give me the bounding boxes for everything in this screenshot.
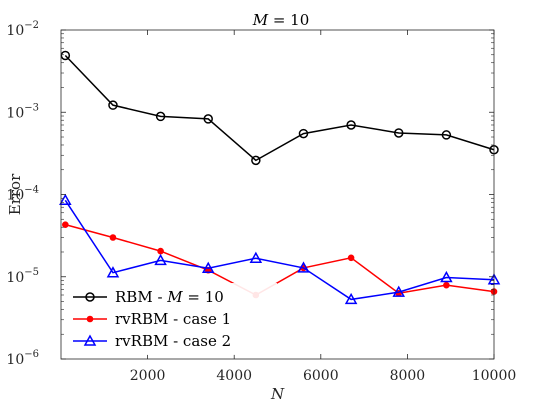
data-point: [85, 292, 95, 302]
data-point: [157, 247, 164, 255]
series-1: [60, 50, 499, 166]
x-tick-label: 4000: [216, 368, 252, 384]
data-point: [86, 315, 94, 323]
x-tick-label: 2000: [130, 368, 166, 384]
y-tick-label: 10−2: [6, 20, 39, 39]
legend-entry-1: RBM - M = 10: [73, 288, 224, 306]
data-point: [62, 221, 69, 228]
data-point: [344, 292, 358, 305]
data-point: [441, 130, 452, 140]
y-tick-label: 10−3: [6, 102, 39, 121]
series-layer: [59, 50, 501, 305]
data-point: [393, 128, 404, 138]
x-axis-label: N: [270, 385, 285, 403]
legend-label: rvRBM - case 1: [115, 310, 231, 328]
x-tick-label: 10000: [472, 368, 517, 384]
data-point: [346, 120, 356, 130]
y-tick-label: 10−5: [6, 267, 39, 286]
data-point: [155, 111, 166, 122]
data-point: [443, 281, 450, 289]
legend: RBM - M = 10 rvRBM - case 1 rvRBM - case 2: [67, 283, 277, 355]
y-tick-label: 10−4: [6, 185, 39, 204]
series-line: [64, 199, 495, 301]
data-point: [297, 261, 310, 273]
chart-title: M = 10: [252, 11, 310, 29]
chart-title-var: M: [252, 11, 269, 29]
axes: 10−6 10−5 10−4 10−3 10−2 2000 4000 6000 8000 1000…: [6, 20, 516, 384]
data-point: [108, 100, 118, 110]
x-tick-label: 8000: [390, 368, 426, 384]
data-point: [203, 114, 213, 124]
data-point: [298, 128, 309, 139]
series-line: [64, 54, 495, 162]
data-point: [109, 234, 117, 241]
x-tick-label: 6000: [303, 368, 339, 384]
data-point: [106, 266, 120, 278]
data-point: [154, 253, 167, 266]
data-point: [392, 285, 406, 297]
legend-label: rvRBM - case 2: [115, 332, 231, 350]
y-tick-label: 10−6: [6, 349, 39, 368]
legend-entry-2: rvRBM - case 1: [73, 310, 231, 328]
data-point: [251, 155, 261, 166]
chart-title-rest: = 10: [268, 11, 309, 29]
series-line: [65, 223, 495, 296]
series-3: [59, 193, 501, 305]
legend-label: RBM - M = 10: [115, 288, 224, 306]
data-point: [83, 334, 97, 346]
data-point: [201, 261, 215, 273]
data-point: [59, 193, 72, 206]
legend-entry-3: rvRBM - case 2: [73, 332, 231, 350]
data-point: [347, 254, 355, 262]
data-point: [440, 270, 453, 283]
y-axis-label: Error: [6, 173, 24, 215]
data-point: [249, 251, 263, 263]
